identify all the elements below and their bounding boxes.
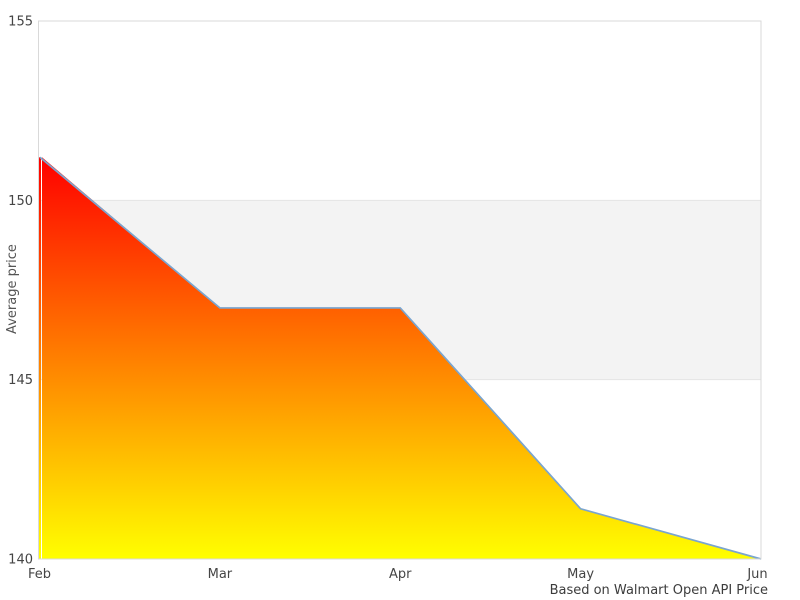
y-axis-tick-140: 140 <box>8 553 33 568</box>
area-left-edge-stripe <box>39 157 41 559</box>
y-axis-tick-labels: 155 150 145 140 <box>8 15 33 568</box>
price-line <box>39 156 762 560</box>
chart-caption: Based on Walmart Open API Price <box>550 583 768 598</box>
price-area-fill <box>42 157 761 559</box>
x-axis-tick-labels: Feb Mar Apr May Jun <box>28 567 768 582</box>
x-axis-tick-feb: Feb <box>28 567 51 582</box>
x-axis-tick-may: May <box>567 567 594 582</box>
plot-border <box>38 20 762 560</box>
x-axis-tick-mar: Mar <box>208 567 233 582</box>
x-axis-tick-apr: Apr <box>389 567 412 582</box>
y-axis-tick-155: 155 <box>8 15 33 30</box>
y-axis-tick-150: 150 <box>8 194 33 209</box>
y-axis-title: Average price <box>5 244 20 334</box>
x-axis-tick-jun: Jun <box>746 567 767 582</box>
y-axis-tick-145: 145 <box>8 373 33 388</box>
